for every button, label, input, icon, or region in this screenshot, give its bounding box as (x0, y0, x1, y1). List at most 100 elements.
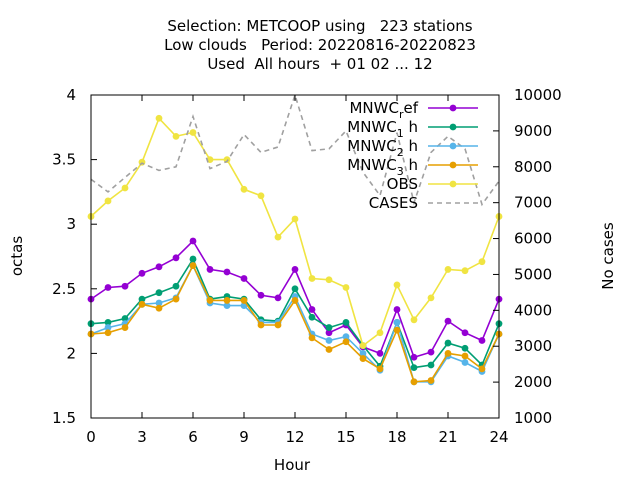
data-point-obs (240, 185, 248, 193)
y2-tick-label: 9000 (514, 122, 552, 140)
data-point-mnwc-ref (155, 263, 163, 271)
x-tick-label: 18 (387, 428, 406, 446)
data-point-mnwc-ref (189, 237, 197, 245)
x-tick-label: 3 (137, 428, 147, 446)
data-point-mnwc-3h (325, 346, 333, 353)
data-point-obs (172, 132, 180, 140)
data-point-mnwc-ref (240, 275, 248, 282)
data-point-mnwc-2h (223, 302, 231, 309)
y-tick-label: 3.5 (52, 151, 76, 169)
y-tick-label: 4 (66, 86, 76, 104)
chart-title-line-3: Used All hours + 01 02 ... 12 (207, 55, 433, 73)
data-point-obs (444, 266, 452, 273)
data-point-mnwc-2h (104, 324, 112, 331)
data-point-mnwc-3h (172, 295, 180, 303)
legend-label: MNWCref (349, 99, 418, 121)
data-point-mnwc-2h (461, 359, 469, 366)
x-tick-label: 15 (336, 428, 355, 446)
data-point-mnwc-3h (121, 324, 129, 331)
data-point-obs (291, 215, 299, 223)
data-point-mnwc-ref (427, 348, 435, 356)
data-point-mnwc-1h (138, 295, 146, 303)
legend-label: MNWC1 h (347, 118, 418, 140)
data-point-obs (478, 258, 486, 266)
y-axis-label: octas (8, 236, 26, 276)
data-point-obs (308, 275, 316, 282)
data-point-mnwc-ref (223, 268, 231, 276)
data-point-obs (257, 192, 265, 200)
data-point-mnwc-ref (172, 254, 180, 262)
data-point-mnwc-1h (121, 315, 129, 322)
data-point-mnwc-2h (325, 337, 333, 344)
data-point-mnwc-3h (308, 334, 316, 342)
data-point-obs (138, 158, 146, 166)
x-tick-label: 21 (438, 428, 457, 446)
x-axis-label: Hour (274, 456, 311, 474)
data-point-mnwc-2h (393, 318, 401, 326)
y2-tick-label: 7000 (514, 194, 552, 212)
legend-entry-mnwc-ref: MNWCref (349, 99, 478, 121)
data-point-mnwc-1h (104, 318, 112, 326)
series-line-mnwc-3h (90, 263, 500, 383)
data-point-mnwc-1h (461, 344, 469, 352)
legend-marker-sample (449, 142, 457, 150)
data-point-mnwc-3h (291, 297, 299, 304)
data-point-mnwc-1h (291, 285, 299, 293)
x-tick-label: 0 (86, 428, 96, 446)
data-point-mnwc-3h (240, 297, 248, 304)
y-tick-label: 3 (66, 215, 76, 233)
data-point-mnwc-2h (359, 350, 367, 357)
legend-label: OBS (387, 175, 418, 193)
y2-tick-label: 4000 (514, 301, 552, 319)
data-point-mnwc-3h (104, 329, 112, 337)
y2-tick-label: 1000 (514, 409, 552, 427)
legend-entry-obs: OBS (387, 175, 478, 193)
data-point-mnwc-ref (410, 353, 418, 361)
series-line-mnwc-2h (90, 263, 500, 383)
y-tick-label: 2.5 (52, 280, 76, 298)
legend-entry-cases: CASES (369, 194, 478, 212)
data-point-mnwc-1h (410, 364, 418, 372)
data-point-mnwc-3h (342, 338, 350, 346)
x-tick-label: 24 (489, 428, 508, 446)
data-point-mnwc-ref (478, 337, 486, 344)
data-point-mnwc-ref (444, 317, 452, 325)
legend-entry-mnwc-1h: MNWC1 h (347, 118, 478, 140)
data-point-mnwc-3h (478, 365, 486, 373)
data-point-obs (155, 114, 163, 122)
x-tick-label: 9 (239, 428, 249, 446)
data-point-mnwc-ref (274, 294, 282, 302)
data-point-obs (461, 267, 469, 275)
data-point-mnwc-3h (444, 350, 452, 357)
data-point-mnwc-ref (325, 329, 333, 337)
data-point-mnwc-1h (308, 313, 316, 321)
data-point-mnwc-1h (342, 318, 350, 326)
legend-label: MNWC3 h (347, 156, 418, 178)
data-point-mnwc-3h (257, 321, 265, 329)
data-point-obs (325, 276, 333, 284)
data-point-obs (274, 233, 282, 241)
series-line-obs (90, 116, 500, 347)
data-point-obs (410, 316, 418, 324)
data-point-mnwc-1h (325, 324, 333, 331)
data-point-mnwc-ref (206, 266, 214, 273)
data-point-mnwc-3h (138, 300, 146, 308)
data-point-mnwc-3h (427, 377, 435, 384)
data-point-mnwc-3h (410, 378, 418, 386)
data-point-mnwc-3h (393, 326, 401, 334)
data-point-obs (121, 184, 129, 192)
data-point-mnwc-ref (104, 284, 112, 291)
data-point-mnwc-ref (257, 291, 265, 299)
y2-tick-label: 8000 (514, 158, 552, 176)
chart-title-line-1: Selection: METCOOP using 223 stations (167, 17, 473, 35)
legend-marker-sample (449, 180, 457, 188)
y2-axis-label: No cases (599, 222, 617, 290)
data-point-mnwc-3h (359, 355, 367, 362)
data-point-obs (393, 281, 401, 289)
data-point-mnwc-3h (376, 365, 384, 373)
data-point-mnwc-3h (189, 262, 197, 269)
data-point-obs (342, 284, 350, 291)
x-tick-label: 12 (285, 428, 304, 446)
data-point-mnwc-1h (427, 361, 435, 369)
